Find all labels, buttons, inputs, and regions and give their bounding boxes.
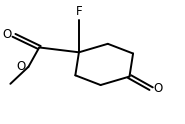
Text: O: O [17,60,26,73]
Text: O: O [2,28,11,41]
Text: F: F [76,5,82,18]
Text: O: O [154,82,163,95]
